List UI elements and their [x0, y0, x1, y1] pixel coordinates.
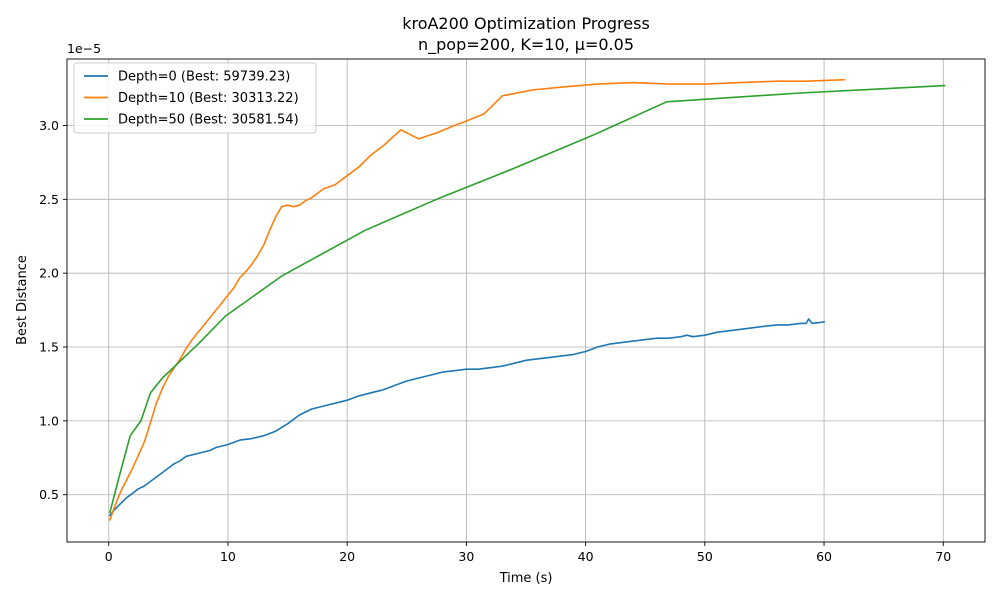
legend-label: Depth=50 (Best: 30581.54) [118, 113, 299, 128]
legend-label: Depth=0 (Best: 59739.23) [118, 70, 290, 85]
legend: Depth=0 (Best: 59739.23) Depth=10 (Best: … [73, 62, 317, 134]
series-line-1 [108, 318, 825, 517]
x-tick-label: 50 [697, 549, 713, 564]
x-tick-label: 20 [339, 549, 355, 564]
x-tick-label: 40 [578, 549, 594, 564]
grid [67, 59, 985, 542]
y-tick-label: 1.5 [39, 340, 59, 355]
y-tick-label: 0.5 [39, 487, 59, 502]
legend-label: Depth=10 (Best: 30313.22) [118, 91, 299, 106]
x-tick-label: 0 [105, 549, 113, 564]
x-tick-label: 60 [816, 549, 832, 564]
legend-box [73, 62, 317, 134]
x-tick-label: 70 [935, 549, 951, 564]
x-axis: 0 10 20 30 40 50 60 70 [105, 542, 951, 564]
series-layer [108, 78, 946, 521]
plot-frame [66, 58, 986, 543]
y-tick-label: 2.5 [39, 192, 59, 207]
y-axis-label: Best Distance [15, 255, 30, 345]
chart-subtitle: n_pop=200, K=10, μ=0.05 [418, 35, 634, 55]
y-axis: 0.5 1.0 1.5 2.0 2.5 3.0 [39, 118, 67, 502]
y-tick-label: 2.0 [39, 266, 59, 281]
x-tick-label: 10 [220, 549, 236, 564]
x-tick-label: 30 [458, 549, 474, 564]
y-tick-label: 1.0 [39, 413, 59, 428]
chart-title: kroA200 Optimization Progress [402, 14, 650, 33]
y-tick-label: 3.0 [39, 118, 59, 133]
y-offset-text: 1e−5 [67, 41, 101, 56]
x-axis-label: Time (s) [499, 571, 553, 586]
series-line-3 [108, 84, 946, 514]
series-line-2 [108, 78, 846, 521]
